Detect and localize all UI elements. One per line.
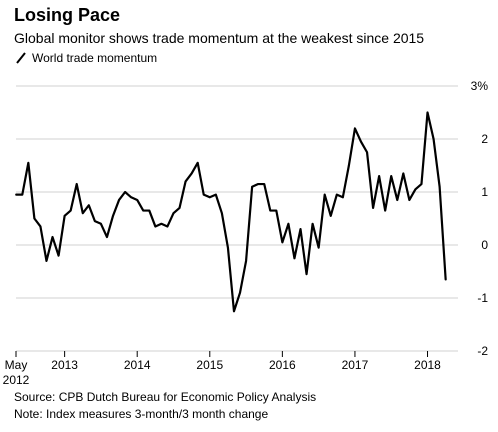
- source-note: Source: CPB Dutch Bureau for Economic Po…: [14, 390, 317, 404]
- y-tick-label: 2: [481, 132, 488, 146]
- chart-title: Losing Pace: [14, 5, 121, 25]
- y-tick-label: 3%: [471, 79, 489, 93]
- y-tick-label: 0: [481, 238, 488, 252]
- y-tick-label: -1: [477, 291, 488, 305]
- x-tick-label: May: [5, 358, 28, 372]
- x-tick-label: 2015: [196, 358, 223, 372]
- y-tick-label: 1: [481, 185, 488, 199]
- x-tick-label: 2017: [342, 358, 369, 372]
- footnote: Note: Index measures 3-month/3 month cha…: [14, 407, 269, 421]
- x-tick-label: 2016: [269, 358, 296, 372]
- series-line-world-trade-momentum: [15, 111, 447, 313]
- y-tick-label: -2: [477, 344, 488, 358]
- chart-legend: World trade momentum: [14, 51, 157, 65]
- legend-label: World trade momentum: [32, 51, 158, 65]
- x-tick-label: 2014: [124, 358, 151, 372]
- chart-subtitle: Global monitor shows trade momentum at t…: [14, 30, 425, 46]
- x-tick-label: 2018: [414, 358, 441, 372]
- legend-line-swatch-icon: [16, 52, 26, 64]
- x-tick-label-year: 2012: [3, 373, 30, 387]
- x-tick-label: 2013: [51, 358, 78, 372]
